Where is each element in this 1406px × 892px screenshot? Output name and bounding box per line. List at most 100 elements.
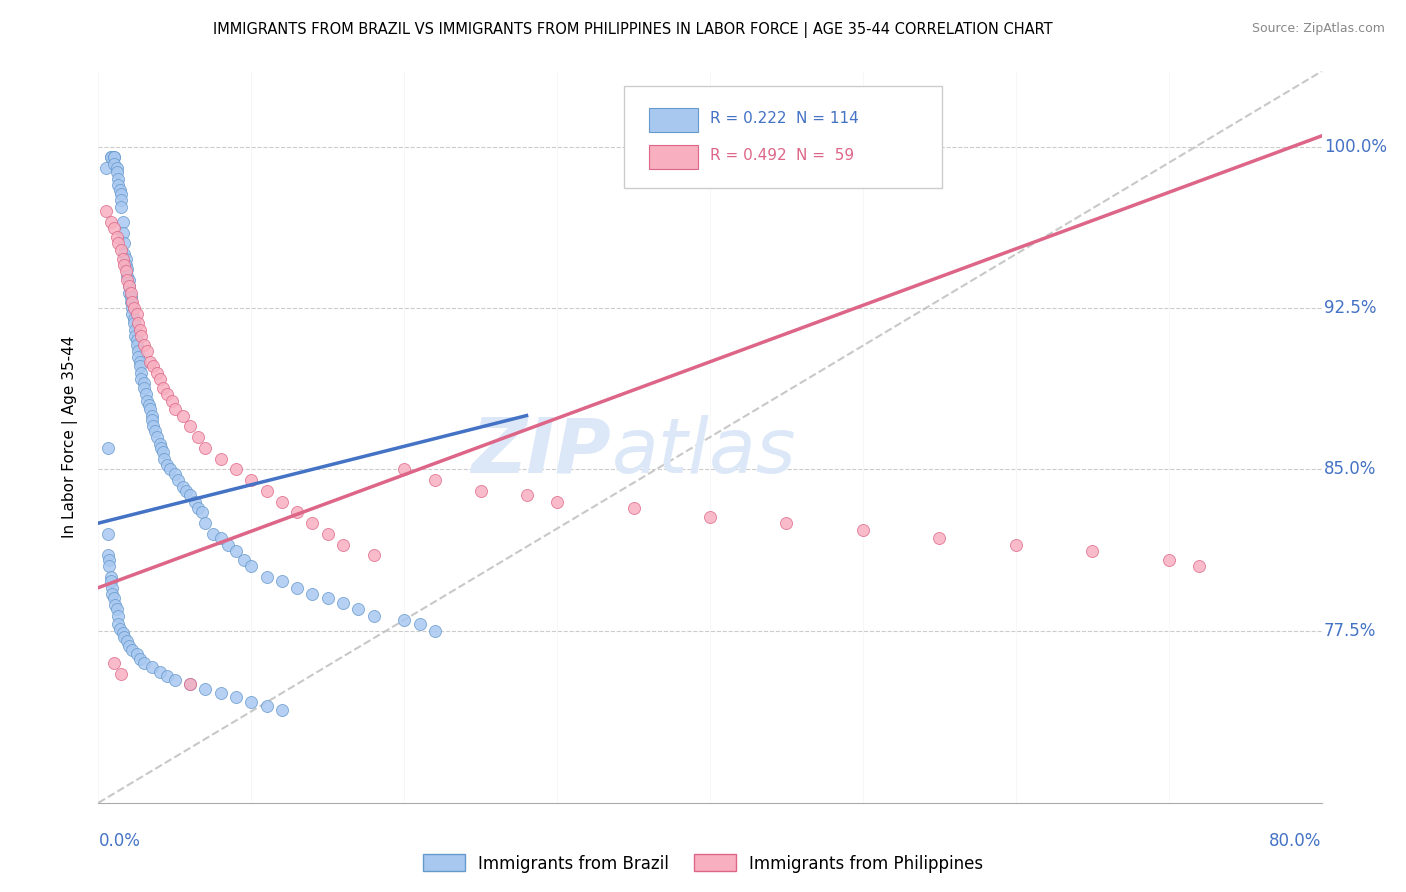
Text: 0.0%: 0.0% bbox=[98, 832, 141, 850]
Point bbox=[122, 311, 145, 326]
Point bbox=[159, 462, 181, 476]
Point bbox=[240, 473, 263, 487]
Point bbox=[316, 527, 339, 541]
Point bbox=[127, 316, 149, 330]
Point bbox=[316, 591, 339, 606]
Point bbox=[163, 402, 186, 417]
Point bbox=[128, 322, 150, 336]
Point bbox=[122, 301, 145, 315]
Point bbox=[516, 488, 538, 502]
Point bbox=[120, 285, 142, 300]
Point bbox=[94, 161, 117, 176]
Point bbox=[103, 221, 125, 235]
Point bbox=[103, 591, 125, 606]
Point bbox=[152, 381, 174, 395]
Point bbox=[163, 673, 186, 688]
Point bbox=[392, 462, 416, 476]
Point bbox=[97, 549, 120, 563]
Point bbox=[125, 337, 148, 351]
Point bbox=[285, 581, 308, 595]
Point bbox=[156, 458, 179, 472]
Point bbox=[194, 441, 217, 455]
Point bbox=[105, 161, 128, 176]
Point bbox=[117, 634, 139, 648]
Point bbox=[125, 648, 148, 662]
Point bbox=[546, 494, 568, 508]
Point bbox=[270, 574, 292, 589]
FancyBboxPatch shape bbox=[648, 108, 697, 132]
Point bbox=[928, 531, 950, 545]
Point bbox=[121, 308, 143, 322]
Point bbox=[301, 587, 323, 601]
Y-axis label: In Labor Force | Age 35-44: In Labor Force | Age 35-44 bbox=[62, 336, 77, 538]
Point bbox=[141, 660, 163, 674]
Text: 92.5%: 92.5% bbox=[1324, 299, 1376, 317]
Point bbox=[121, 643, 143, 657]
Point bbox=[209, 451, 232, 466]
Point bbox=[1157, 552, 1180, 566]
Point bbox=[124, 329, 146, 343]
Point bbox=[125, 308, 148, 322]
Point bbox=[256, 570, 278, 584]
Point bbox=[174, 483, 197, 498]
Point bbox=[105, 165, 128, 179]
Point bbox=[149, 436, 172, 450]
Point bbox=[103, 656, 125, 670]
Point bbox=[124, 322, 146, 336]
Point bbox=[100, 570, 122, 584]
Point bbox=[127, 344, 149, 359]
Point bbox=[128, 359, 150, 373]
Point bbox=[97, 527, 120, 541]
Point bbox=[128, 355, 150, 369]
Point bbox=[117, 273, 139, 287]
Point bbox=[142, 359, 165, 373]
Point bbox=[115, 264, 138, 278]
Point bbox=[256, 483, 278, 498]
Text: R = 0.222: R = 0.222 bbox=[710, 112, 786, 127]
Point bbox=[94, 204, 117, 219]
Point bbox=[100, 150, 122, 164]
Point bbox=[121, 294, 143, 309]
Point bbox=[363, 608, 385, 623]
Point bbox=[172, 479, 194, 493]
Point bbox=[332, 538, 354, 552]
Point bbox=[111, 625, 134, 640]
Point bbox=[110, 243, 132, 257]
Point bbox=[270, 494, 292, 508]
Point bbox=[100, 574, 122, 589]
Point bbox=[115, 252, 138, 266]
Point bbox=[1081, 544, 1104, 558]
Point bbox=[107, 236, 129, 251]
Point bbox=[332, 596, 354, 610]
Point bbox=[852, 523, 875, 537]
Point bbox=[184, 494, 207, 508]
Point bbox=[104, 598, 127, 612]
Point bbox=[118, 279, 141, 293]
Point bbox=[103, 150, 125, 164]
Point bbox=[179, 677, 201, 691]
Point bbox=[98, 559, 121, 574]
Point bbox=[256, 698, 278, 713]
Point bbox=[141, 409, 163, 423]
Point bbox=[160, 393, 183, 408]
Point bbox=[167, 473, 190, 487]
FancyBboxPatch shape bbox=[648, 145, 697, 169]
Point bbox=[134, 376, 156, 391]
Point bbox=[105, 602, 128, 616]
Point bbox=[240, 559, 263, 574]
Text: IMMIGRANTS FROM BRAZIL VS IMMIGRANTS FROM PHILIPPINES IN LABOR FORCE | AGE 35-44: IMMIGRANTS FROM BRAZIL VS IMMIGRANTS FRO… bbox=[212, 22, 1053, 38]
Point bbox=[101, 587, 124, 601]
Point bbox=[149, 372, 172, 386]
Point bbox=[129, 329, 152, 343]
Point bbox=[136, 344, 159, 359]
Text: 100.0%: 100.0% bbox=[1324, 137, 1388, 156]
Point bbox=[156, 387, 179, 401]
Point bbox=[125, 333, 148, 347]
Point bbox=[118, 279, 141, 293]
Point bbox=[127, 351, 149, 365]
Point bbox=[110, 200, 132, 214]
Point bbox=[112, 630, 135, 644]
Point bbox=[117, 262, 139, 277]
Point bbox=[118, 285, 141, 300]
Point bbox=[105, 230, 128, 244]
